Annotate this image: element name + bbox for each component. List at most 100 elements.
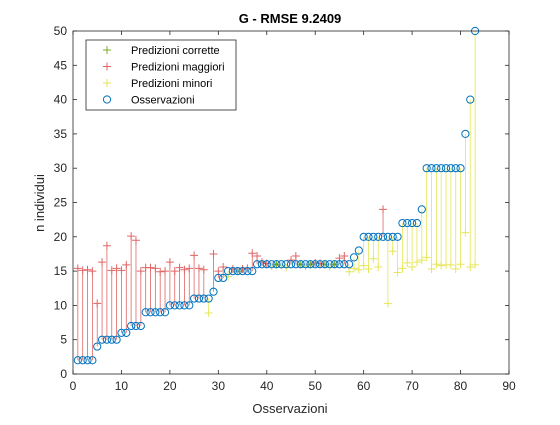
y-tick-label: 10: [54, 298, 68, 312]
observation-marker: [165, 301, 174, 310]
prediction-marker: [466, 262, 475, 271]
prediction-marker: [151, 264, 160, 273]
prediction-marker: [199, 265, 208, 274]
observation-marker: [214, 273, 223, 283]
legend-box: [85, 39, 237, 111]
observation-marker: [267, 260, 276, 269]
legend-symbol-plus: [103, 62, 111, 71]
observation-marker: [461, 129, 470, 138]
observation-marker: [248, 267, 257, 276]
observation-marker: [238, 267, 247, 276]
prediction-marker: [127, 232, 136, 241]
prediction-marker: [93, 299, 102, 308]
observation-marker: [180, 301, 189, 310]
prediction-marker: [185, 264, 194, 273]
prediction-marker: [417, 256, 426, 265]
y-tick-label: 25: [54, 196, 68, 210]
prediction-marker: [364, 265, 373, 274]
prediction-marker: [451, 265, 460, 274]
prediction-marker: [209, 249, 218, 258]
observation-marker: [175, 301, 184, 310]
observation-marker: [330, 260, 339, 269]
prediction-marker: [83, 265, 92, 274]
prediction-marker: [165, 258, 174, 267]
y-axis-label: n individui: [32, 174, 47, 232]
x-tick-label: 90: [502, 379, 516, 393]
observation-marker: [412, 218, 422, 228]
observation-marker: [398, 218, 407, 228]
prediction-marker: [180, 265, 189, 274]
observation-marker: [437, 164, 446, 173]
observation-marker: [112, 335, 121, 344]
legend-label: Predizioni maggiori: [131, 62, 225, 74]
observation-marker: [194, 294, 204, 303]
prediction-marker: [233, 267, 242, 276]
prediction-marker: [398, 264, 407, 273]
prediction-marker: [219, 262, 228, 271]
observation-marker: [422, 164, 431, 173]
x-tick-label: 30: [212, 379, 226, 393]
observation-marker: [315, 260, 325, 269]
observation-marker: [286, 260, 296, 269]
prediction-marker: [161, 267, 170, 276]
prediction-marker: [175, 263, 184, 272]
prediction-marker: [78, 266, 87, 275]
prediction-marker: [117, 266, 126, 275]
x-tick-label: 50: [309, 379, 323, 393]
x-tick-label: 40: [260, 379, 274, 393]
observation-marker: [311, 260, 320, 269]
observation-marker: [122, 328, 131, 337]
legend-symbol-plus: [103, 46, 111, 54]
x-tick-label: 70: [405, 379, 419, 393]
observation-marker: [456, 164, 465, 173]
prediction-marker: [214, 267, 223, 276]
observation-marker: [146, 308, 155, 317]
prediction-marker: [330, 260, 339, 269]
observation-marker: [233, 267, 242, 276]
legend: Predizioni corrette Predizioni maggiori Pr…: [85, 39, 237, 111]
observation-marker: [291, 260, 300, 269]
observation-marker: [228, 267, 237, 276]
observation-marker: [131, 321, 141, 331]
observation-marker: [93, 342, 102, 351]
observation-marker: [340, 260, 349, 269]
prediction-marker: [383, 299, 392, 308]
y-tick-label: 20: [54, 230, 68, 244]
y-tick-label: 5: [60, 333, 67, 347]
data-marks: [73, 26, 480, 365]
y-tick-label: 15: [54, 264, 68, 278]
prediction-marker: [456, 260, 465, 269]
observation-marker: [185, 301, 194, 310]
observation-marker: [219, 273, 228, 283]
observation-marker: [78, 356, 87, 365]
prediction-marker: [88, 267, 97, 276]
prediction-marker: [437, 261, 446, 270]
observation-marker: [417, 205, 426, 214]
observation-marker: [223, 267, 233, 276]
prediction-marker: [471, 260, 480, 269]
observation-marker: [156, 308, 165, 317]
observation-marker: [160, 308, 170, 317]
legend-label: Predizioni corrette: [131, 45, 220, 57]
observation-marker: [252, 260, 262, 269]
prediction-marker: [204, 308, 213, 317]
observation-marker: [127, 321, 136, 331]
legend-label: Osservazioni: [131, 95, 195, 107]
prediction-marker: [388, 247, 397, 256]
legend-symbol-circle: [102, 95, 112, 104]
x-tick-label: 10: [115, 379, 129, 393]
prediction-marker: [122, 260, 131, 269]
observation-marker: [73, 356, 82, 365]
prediction-marker: [432, 260, 441, 269]
prediction-marker: [156, 267, 165, 276]
legend-symbol-plus: [103, 79, 111, 87]
observation-marker: [364, 232, 373, 241]
legend-label: Predizioni minori: [131, 78, 212, 90]
prediction-marker: [422, 253, 431, 262]
observation-marker: [335, 260, 344, 269]
observation-marker: [277, 260, 286, 269]
observation-marker: [282, 260, 291, 269]
observation-marker: [388, 232, 397, 241]
observation-marker: [432, 164, 441, 173]
